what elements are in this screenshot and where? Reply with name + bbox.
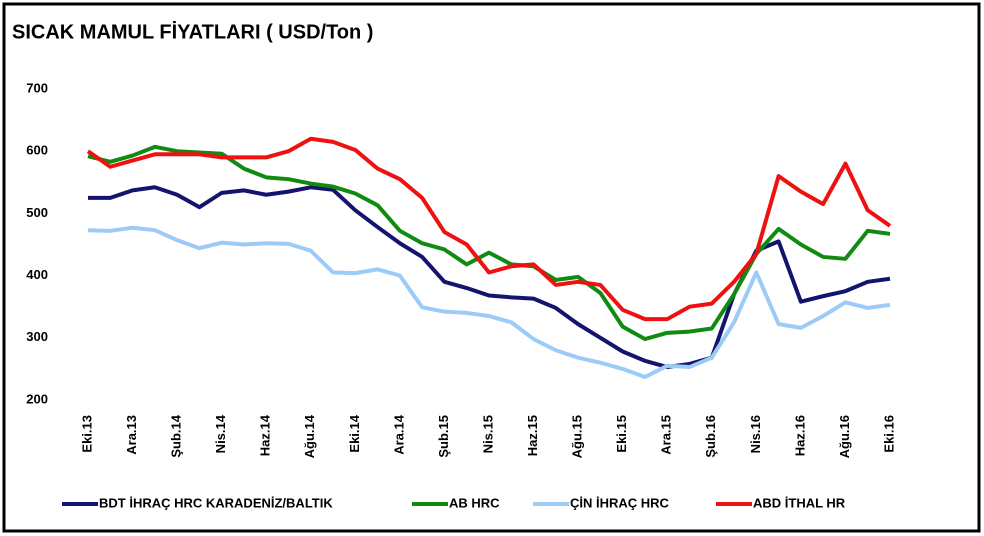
series-line [86, 136, 892, 322]
x-tick-label: Şub.15 [436, 415, 451, 458]
x-tick-label: Nis.16 [748, 415, 763, 453]
y-tick-label: 500 [26, 205, 48, 220]
legend-label: ÇİN İHRAÇ HRC [570, 495, 670, 510]
x-tick-label: Şub.16 [703, 415, 718, 458]
y-tick-label: 600 [26, 143, 48, 158]
chart-title: SICAK MAMUL FİYATLARI ( USD/Ton ) [12, 20, 373, 43]
x-tick-label: Eki.16 [881, 415, 896, 453]
legend-label: ABD İTHAL HR [753, 495, 846, 510]
x-tick-label: Eki.15 [614, 415, 629, 453]
x-tick-label: Haz.16 [792, 415, 807, 456]
x-tick-label: Ağu.16 [837, 415, 852, 458]
legend-label: BDT İHRAÇ HRC KARADENİZ/BALTIK [99, 495, 333, 510]
x-tick-label: Ara.14 [391, 414, 406, 455]
x-tick-label: Nis.15 [480, 415, 495, 453]
x-tick-label: Şub.14 [169, 414, 184, 457]
x-tick-label: Eki.13 [79, 415, 94, 453]
x-tick-label: Eki.14 [347, 414, 362, 452]
series-line [87, 225, 891, 379]
x-tick-label: Ara.15 [659, 415, 674, 455]
y-tick-label: 700 [26, 80, 48, 95]
x-tick-label: Ara.13 [124, 415, 139, 455]
x-tick-label: Ağu.14 [302, 414, 317, 458]
y-tick-label: 300 [26, 329, 48, 344]
y-tick-label: 200 [26, 391, 48, 406]
legend-label: AB HRC [449, 495, 500, 510]
x-tick-label: Ağu.15 [570, 415, 585, 458]
x-tick-label: Haz.14 [258, 414, 273, 456]
x-tick-label: Nis.14 [213, 414, 228, 453]
y-tick-label: 400 [26, 267, 48, 282]
x-tick-label: Haz.15 [525, 415, 540, 456]
